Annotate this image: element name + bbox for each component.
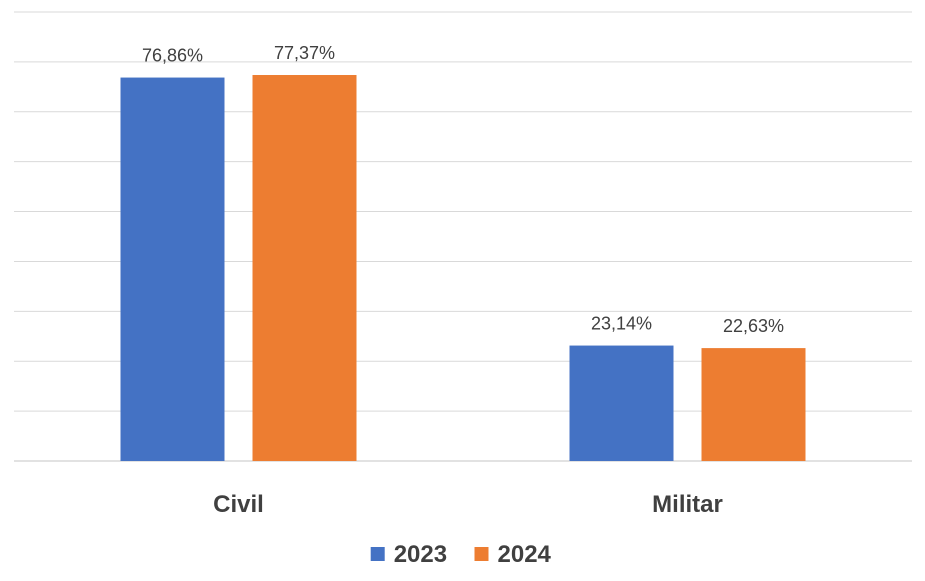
bar-civil-2024: [252, 75, 357, 461]
data-label-civil-2023: 76,86%: [142, 46, 203, 66]
bar-militar-2024: [701, 348, 806, 461]
bar-militar-2023: [569, 345, 674, 461]
bars: [120, 75, 806, 461]
legend: 2023 2024: [370, 541, 552, 568]
bar-civil-2023: [120, 77, 225, 461]
data-label-civil-2024: 77,37%: [274, 43, 335, 63]
data-label-militar-2023: 23,14%: [591, 314, 652, 334]
legend-label-2023: 2023: [394, 541, 447, 568]
category-label-militar: Militar: [652, 491, 723, 518]
legend-swatch-2023: [370, 547, 385, 561]
legend-label-2024: 2024: [498, 541, 552, 568]
legend-swatch-2024: [474, 547, 489, 561]
data-labels: 76,86% 77,37% 23,14% 22,63%: [142, 43, 784, 336]
category-label-civil: Civil: [213, 491, 264, 518]
data-label-militar-2024: 22,63%: [723, 316, 784, 336]
category-labels: Civil Militar: [213, 491, 723, 518]
